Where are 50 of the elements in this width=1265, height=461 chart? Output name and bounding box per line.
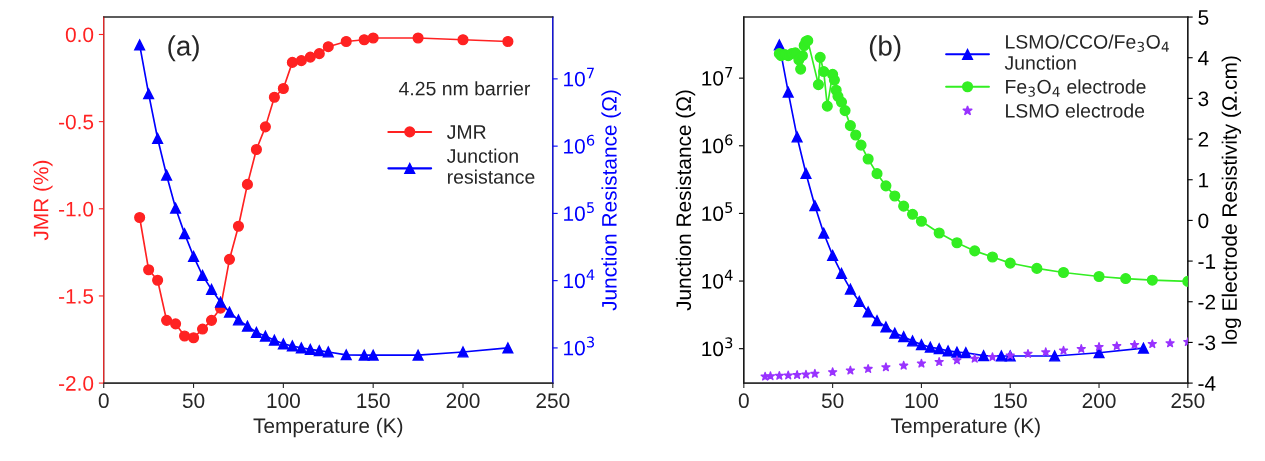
annotation: 4.25 nm barrier [398,81,531,96]
x-tick-label: 200 [446,393,480,409]
annotation: (a) [168,35,199,62]
y2-tick-label: -3 [1198,335,1216,351]
y-tick-label: 10$^{6}$ [702,134,733,154]
legend-label: JMR [446,125,486,139]
x-tick-label: 100 [267,393,300,409]
x-axis-title: Temperature (K) [891,417,1040,438]
x-tick-label: 200 [1082,393,1116,409]
annotation: (b) [869,35,901,62]
y2-tick-label: -1 [1198,254,1216,269]
y2-tick-label: -2 [1198,294,1216,310]
y-axis-title: JMR (%) [33,160,53,241]
y2-tick-label: 3 [1198,91,1209,107]
y2-tick-label: 0 [1198,213,1209,229]
legend-label: LSMO electrode [1006,103,1145,118]
y-tick-label: 0.0 [65,27,94,43]
y2-tick-label: -4 [1198,376,1216,391]
x-tick-label: 0 [738,393,749,409]
x-tick-label: 100 [905,393,938,409]
x-tick-label: 50 [821,393,844,409]
legend-label: Fe$_{3}$O$_{4}$ electrode [1006,79,1146,97]
y-tick-label: -1.5 [59,289,94,304]
y-tick-label: 10$^{7}$ [702,66,733,86]
y2-tick-label: 10$^{7}$ [564,67,594,87]
y2-tick-label: 10$^{3}$ [564,336,595,356]
x-tick-label: 0 [98,393,109,409]
y2-tick-label: 10$^{6}$ [564,134,595,154]
x-axis-title: Temperature (K) [253,417,403,438]
y-tick-label: -1.0 [59,201,94,217]
y2-tick-label: 10$^{4}$ [564,269,595,289]
y2-tick-label: 5 [1198,10,1209,25]
y-tick-label: 10$^{4}$ [702,269,733,289]
y-tick-label: -2.0 [59,376,94,391]
y2-tick-label: 10$^{5}$ [564,202,594,222]
legend-label: Junction resistance [446,148,535,184]
x-tick-label: 250 [536,393,570,409]
y2-tick-label: 2 [1198,132,1209,147]
x-tick-label: 150 [994,393,1027,409]
y-tick-label: 10$^{3}$ [702,337,733,357]
y-tick-label: 10$^{5}$ [702,202,733,222]
y-axis-title: Junction Resistance (Ω) [675,90,696,311]
y2-tick-label: 1 [1199,172,1209,188]
x-tick-label: 150 [357,393,390,409]
y-tick-label: -0.5 [59,114,94,130]
y2-axis-title: Junction Resistance (Ω) [601,90,621,311]
x-tick-label: 250 [1171,393,1205,409]
x-tick-label: 50 [182,393,205,409]
y2-axis-title: log Electrode Resistivity (Ω.cm) [1221,56,1242,344]
y2-tick-label: 4 [1198,50,1209,66]
